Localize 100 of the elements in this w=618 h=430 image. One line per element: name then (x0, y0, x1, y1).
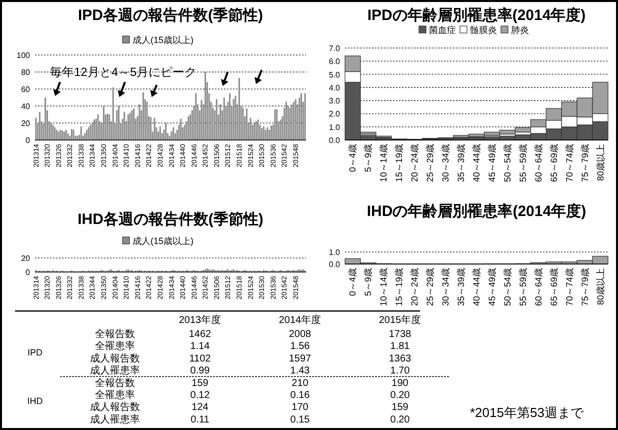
text: 1462 (188, 329, 212, 340)
x-tick-label: 65～69歳 (548, 268, 559, 306)
x-tick-label: 70～74歳 (564, 268, 574, 306)
y-tick-label: 0.0 (328, 260, 341, 269)
legend-label: 肺炎 (511, 25, 529, 35)
category-label: 成人報告数 (90, 353, 140, 364)
y-tick-label: 80 (21, 68, 31, 77)
x-tick-label: 30～34歳 (440, 268, 451, 306)
category-label: 2015年度 (378, 314, 422, 326)
x-tick-label: 25～29歳 (425, 268, 436, 306)
x-tick-label: 50～54歳 (502, 268, 512, 306)
text: 159 (192, 378, 208, 389)
text: 1.43 (290, 366, 310, 377)
chart-title: IHD各週の報告件数(季節性) (78, 211, 264, 228)
text: 0.15 (290, 414, 310, 426)
legend-label: 成人(15歳以上) (132, 236, 194, 246)
category-label: 成人罹患率 (90, 366, 140, 377)
x-tick-label: 35～39歳 (456, 268, 466, 306)
y-tick-label: 1.0 (328, 248, 341, 257)
text: 190 (392, 378, 408, 389)
category-label: 成人罹患率 (90, 414, 140, 426)
chart-title: IPD各週の報告件数(季節性) (78, 7, 263, 24)
text: 1.70 (390, 366, 410, 377)
x-tick-label: 5～9歳 (363, 144, 374, 172)
legend-label: 菌血症 (429, 25, 456, 35)
x-tick-label: 30～34歳 (440, 144, 451, 182)
category-label: IHD (27, 396, 43, 406)
legend-label: 成人(15歳以上) (132, 35, 194, 45)
chart-title: IPDの年齢層別罹患率(2014年度) (367, 6, 586, 24)
category-label: 成人報告数 (90, 402, 140, 414)
category-label: 全罹患率 (95, 390, 135, 401)
text: 159 (392, 402, 408, 414)
category-label: 全報告数 (95, 378, 135, 389)
x-tick-label: 55～59歳 (518, 144, 528, 182)
x-tick-label: 20～24歳 (410, 268, 420, 306)
text: *2015年第53週まで (470, 405, 584, 420)
category-label: 全罹患率 (95, 341, 135, 352)
y-tick-label: 60 (21, 85, 31, 94)
x-tick-label: 25～29歳 (425, 144, 436, 182)
x-tick-label: 45～49歳 (486, 268, 497, 306)
y-tick-label: 7.0 (328, 44, 341, 53)
y-tick-label: 100 (16, 51, 31, 60)
x-tick-label: 45～49歳 (486, 144, 497, 182)
y-tick-label: 0 (26, 268, 31, 277)
annotation: 毎年12月と4～5月にピーク (50, 65, 197, 79)
y-tick-label: 0 (26, 136, 31, 145)
x-tick-label: 0～4歳 (348, 268, 358, 296)
y-tick-label: 0.0 (328, 136, 341, 145)
text: 0.16 (290, 390, 310, 401)
x-tick-label: 40～44歳 (472, 144, 482, 182)
category-label: 2014年度 (278, 314, 322, 326)
text: 1102 (189, 353, 211, 364)
x-tick-label: 5～9歳 (363, 268, 374, 296)
text: 1.81 (390, 341, 410, 352)
text: 0.20 (390, 390, 410, 401)
x-tick-label: 60～64歳 (533, 144, 544, 182)
y-tick-label: 3.0 (328, 96, 341, 106)
text: 1.14 (190, 341, 210, 352)
x-tick-label: 50～54歳 (502, 144, 512, 182)
y-tick-label: 40 (21, 102, 31, 111)
x-tick-label: 15～19歳 (394, 268, 404, 306)
x-tick-label: 60～64歳 (533, 268, 544, 306)
x-tick-label: 20～24歳 (410, 144, 420, 182)
text: 1597 (288, 353, 312, 364)
y-tick-label: 20 (21, 119, 31, 128)
x-tick-label: 65～69歳 (548, 144, 559, 182)
text: 1.56 (290, 341, 310, 352)
text: 0.99 (190, 366, 210, 377)
text: 1363 (388, 353, 412, 364)
y-tick-label: 1.0 (328, 122, 341, 132)
x-tick-label: 55～59歳 (518, 268, 528, 306)
y-tick-label: 2.0 (328, 110, 341, 119)
x-tick-label: 40～44歳 (472, 268, 482, 306)
legend-label: 髄膜炎 (470, 25, 497, 35)
category-label: IPD (27, 347, 43, 358)
x-tick-label: 70～74歳 (564, 144, 574, 182)
x-tick-label: 0～4歳 (348, 144, 358, 172)
x-tick-label: 80歳以上 (595, 268, 606, 306)
text: 0.20 (390, 414, 410, 426)
x-tick-label: 10～14歳 (378, 268, 389, 306)
text: 170 (292, 402, 308, 414)
x-tick-label: 15～19歳 (394, 144, 404, 182)
category-label: 2013年度 (178, 314, 222, 326)
y-tick-label: 20 (21, 254, 31, 263)
text: 1738 (388, 329, 412, 340)
x-tick-label: 75～79歳 (580, 268, 590, 306)
text: 0.11 (190, 414, 210, 426)
x-tick-label: 10～14歳 (378, 144, 389, 182)
text: 124 (192, 402, 208, 414)
y-tick-label: 5.0 (328, 70, 341, 80)
text: 210 (292, 378, 308, 389)
y-tick-label: 6.0 (328, 57, 341, 66)
text: 0.12 (190, 390, 210, 401)
category-label: 全報告数 (95, 329, 135, 340)
x-tick-label: 80歳以上 (595, 144, 606, 182)
y-tick-label: 4.0 (328, 83, 341, 92)
x-tick-label: 75～79歳 (580, 144, 590, 182)
chart-title: IHDの年齢層別罹患率(2014年度) (366, 202, 586, 220)
x-tick-label: 35～39歳 (456, 144, 466, 182)
text: 2008 (288, 329, 312, 340)
